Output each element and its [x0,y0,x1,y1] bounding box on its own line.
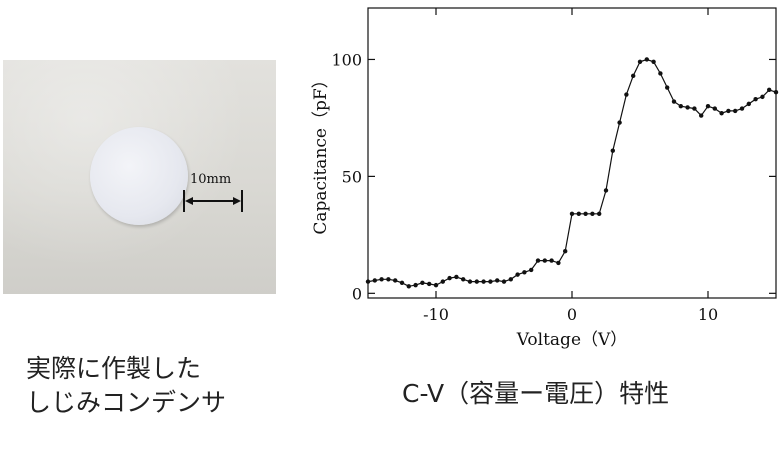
data-point [739,106,745,111]
data-point [413,282,418,288]
data-point [488,279,493,284]
x-tick-label: 10 [698,305,718,324]
data-point [637,59,643,64]
data-point [624,92,629,97]
data-point [767,87,772,93]
data-point [420,280,425,285]
data-point [597,211,602,217]
data-point [760,94,765,100]
data-point [386,277,391,282]
data-point [692,106,697,111]
y-axis-label: Capacitance（pF） [311,71,331,234]
data-point [678,104,683,109]
shijimi-capacitor-disc [90,127,188,225]
data-point [495,278,500,283]
data-point [746,101,751,107]
data-point [610,148,615,153]
data-point [590,211,595,217]
scale-label: 10mm [190,172,232,187]
y-tick-label: 50 [342,167,362,186]
data-point [631,73,636,79]
photo-caption-line-2: しじみコンデンサ [26,388,227,417]
data-point [705,104,711,109]
data-point [658,71,663,76]
data-point [726,108,731,114]
data-point [454,274,459,280]
data-point [712,106,717,111]
data-point [467,279,473,284]
scale-bar-right-arrowhead [233,197,241,205]
data-point [501,279,507,284]
chart-caption: C-V（容量ー電圧）特性 [402,379,670,408]
series-line [367,58,777,287]
data-point [508,277,513,282]
data-point [474,279,479,284]
scale-bar-arrow [183,190,243,212]
data-point [481,279,486,284]
data-point [603,188,609,193]
photo-caption: 実際に作製した しじみコンデンサ [26,352,226,420]
data-point [699,113,704,118]
data-point [773,89,779,95]
data-point [529,267,534,273]
data-point [665,85,670,90]
data-point [379,277,384,282]
data-point [515,272,520,277]
x-axis-ticks: -10 0 10 [423,8,718,324]
data-point [576,211,581,217]
data-point [406,284,411,289]
data-point [427,281,432,287]
data-point [617,120,622,125]
data-point [522,270,527,275]
y-tick-label: 0 [352,284,362,303]
data-point [372,278,377,283]
scale-bar-left-arrowhead [185,197,193,205]
photo-caption-line-1: 実際に作製した [26,354,202,383]
data-point [685,105,690,110]
data-point [447,275,452,281]
data-point [461,277,466,282]
data-point [433,282,439,288]
x-tick-label: -10 [423,305,449,324]
capacitor-photo [3,60,276,294]
data-point [719,111,724,116]
data-point [644,57,649,62]
data-point [440,279,445,284]
plot-frame [367,7,777,299]
data-point [753,97,758,102]
data-point [671,99,677,104]
data-point [365,279,371,284]
series-points [365,57,779,289]
data-point [542,258,547,263]
y-axis-ticks: 0 50 100 [331,50,776,303]
data-point [399,280,405,285]
y-tick-label: 100 [331,50,362,69]
data-point [535,258,541,263]
data-point [733,108,738,114]
data-point [549,258,554,263]
data-point [583,211,588,217]
data-point [393,278,398,283]
data-point [563,249,568,254]
cv-chart: -10 0 10 0 50 100 Voltage（V） Capacitance（pF） [311,7,779,350]
data-point [556,260,561,266]
data-point [569,211,575,217]
data-point [651,59,656,64]
x-tick-label: 0 [567,305,577,324]
x-axis-label: Voltage（V） [516,330,628,350]
